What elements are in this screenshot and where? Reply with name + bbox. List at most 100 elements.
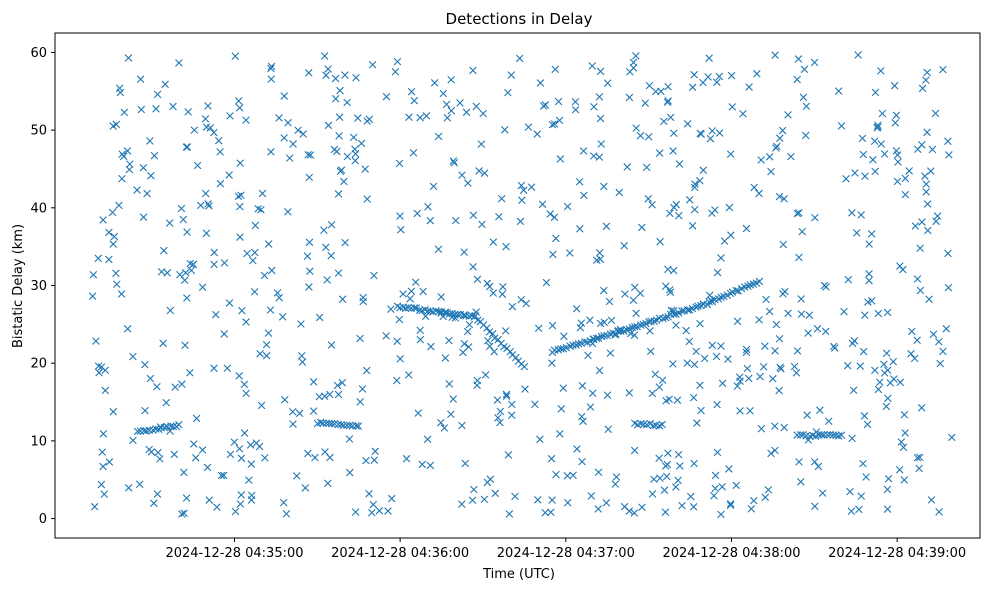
x-axis-ticks: 2024-12-28 04:35:00 2024-12-28 04:36:00 20…	[165, 538, 966, 561]
detection-point	[803, 411, 811, 419]
detection-point	[578, 381, 587, 390]
detection-point	[407, 87, 416, 96]
detection-point	[434, 307, 443, 316]
detection-point	[664, 265, 672, 274]
detection-point	[198, 283, 207, 292]
detection-point	[223, 364, 232, 373]
detection-point	[536, 79, 545, 87]
detection-point	[497, 194, 506, 203]
detection-point	[99, 462, 107, 471]
detection-point	[931, 109, 940, 118]
detection-point	[475, 167, 483, 175]
detection-point	[630, 331, 639, 339]
detection-point	[524, 123, 533, 131]
detection-point	[636, 289, 645, 298]
detection-point	[787, 152, 795, 161]
detection-point	[242, 318, 250, 326]
detection-point	[327, 251, 335, 260]
detection-point	[743, 364, 752, 373]
detection-point	[156, 455, 164, 463]
detection-point	[577, 319, 586, 327]
detection-point	[546, 210, 554, 218]
detection-point	[798, 227, 807, 236]
detection-point	[733, 317, 742, 326]
detection-point	[447, 410, 455, 419]
detection-point	[488, 329, 497, 338]
detection-point	[309, 407, 318, 415]
detection-point	[511, 492, 519, 501]
detection-point	[171, 383, 179, 391]
detection-point	[225, 299, 234, 307]
detection-point	[153, 90, 162, 99]
detection-point	[883, 308, 892, 317]
detection-point	[123, 325, 132, 333]
detection-point	[776, 134, 784, 142]
x-tick-label: 2024-12-28 04:36:00	[331, 546, 469, 561]
detection-point	[596, 67, 605, 76]
detection-point	[910, 354, 919, 363]
detection-point	[559, 384, 568, 392]
detection-point	[720, 237, 729, 245]
detection-point	[925, 295, 933, 304]
detection-point	[650, 317, 658, 325]
detection-point	[705, 54, 713, 62]
detection-point	[479, 109, 487, 118]
detection-point	[521, 385, 529, 393]
detection-point	[604, 425, 613, 434]
detection-point	[485, 282, 494, 291]
detection-point	[577, 412, 586, 421]
detection-point	[351, 145, 359, 153]
detection-point	[382, 92, 391, 101]
detection-point	[434, 245, 443, 254]
detection-point	[857, 211, 865, 219]
detection-point	[688, 83, 697, 92]
detection-point	[666, 113, 675, 122]
detection-point	[508, 351, 517, 359]
detection-point	[162, 398, 171, 407]
detection-point	[664, 449, 672, 457]
detection-point	[406, 294, 414, 303]
detection-point	[426, 461, 435, 470]
detection-point	[157, 267, 166, 276]
detection-point	[630, 509, 639, 517]
detection-point	[548, 321, 557, 330]
detection-point	[365, 490, 373, 498]
detection-point	[335, 113, 344, 121]
detection-point	[571, 97, 580, 106]
detection-point	[494, 413, 502, 422]
detection-point	[705, 297, 714, 306]
detection-point	[659, 314, 667, 323]
detection-point	[603, 391, 612, 399]
detection-point	[850, 336, 859, 345]
detection-point	[99, 216, 107, 224]
detection-point	[901, 429, 909, 437]
detection-point	[257, 401, 266, 410]
detection-point	[495, 212, 503, 221]
x-tick-label: 2024-12-28 04:39:00	[828, 546, 966, 561]
detection-point	[769, 374, 777, 383]
detection-point	[927, 496, 936, 504]
detection-point	[177, 204, 186, 213]
detection-point	[655, 454, 663, 463]
detection-point	[587, 492, 596, 500]
detection-point	[245, 476, 253, 484]
detection-point	[664, 82, 672, 91]
detection-point	[700, 354, 709, 363]
detection-point	[799, 93, 808, 102]
detection-point	[690, 360, 699, 369]
detection-point	[240, 380, 249, 389]
detection-point	[717, 342, 725, 350]
detection-point	[595, 366, 604, 375]
detection-point	[273, 289, 282, 297]
detection-point	[767, 167, 775, 176]
detection-point	[793, 431, 801, 439]
detection-point	[115, 201, 123, 210]
detection-point	[534, 324, 543, 333]
detection-point	[183, 228, 191, 236]
detection-point	[226, 112, 234, 120]
detection-point	[629, 58, 638, 67]
detection-point	[505, 510, 514, 518]
detection-point	[349, 133, 358, 142]
detection-point	[264, 329, 273, 337]
detection-point	[178, 380, 186, 388]
